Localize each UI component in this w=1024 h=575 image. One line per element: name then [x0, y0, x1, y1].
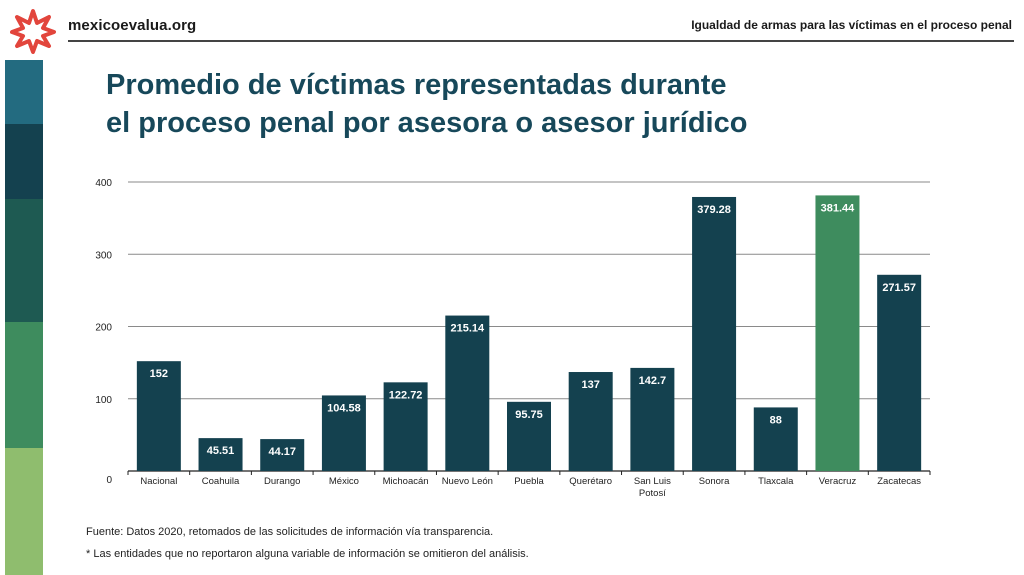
x-tick-label: Zacatecas — [877, 476, 921, 487]
x-tick-label: Nacional — [140, 476, 177, 487]
bar-value-label: 122.72 — [389, 389, 423, 401]
bar-value-label: 215.14 — [450, 323, 485, 335]
bar-value-label: 88 — [770, 414, 782, 426]
y-tick-label: 300 — [95, 250, 112, 261]
y-tick-label: 200 — [95, 323, 112, 334]
y-tick-label: 400 — [95, 178, 112, 189]
bar — [445, 315, 490, 471]
bar — [383, 382, 428, 471]
strip-block-5 — [5, 448, 43, 575]
x-tick-label: Veracruz — [819, 476, 857, 487]
bar — [753, 407, 798, 471]
strip-block-3 — [5, 199, 43, 322]
bar — [136, 361, 181, 471]
x-tick-label: México — [329, 476, 359, 487]
bar-value-label: 271.57 — [882, 282, 916, 294]
header-divider — [68, 40, 1014, 42]
asterisk-logo-icon — [10, 9, 56, 54]
bar-value-label: 95.75 — [515, 409, 543, 421]
bar-value-label: 44.17 — [268, 446, 296, 458]
strip-block-2 — [5, 124, 43, 199]
bar — [507, 401, 551, 471]
bar — [692, 196, 737, 471]
x-tick-label: Puebla — [514, 476, 544, 487]
strip-block-4 — [5, 322, 43, 448]
y-tick-label: 0 — [106, 475, 112, 486]
source-note: Fuente: Datos 2020, retomados de las sol… — [86, 526, 494, 538]
bar-value-label: 152 — [150, 368, 168, 380]
bar — [815, 195, 860, 471]
bar — [321, 395, 366, 471]
strip-block-1 — [5, 60, 43, 124]
x-tick-label: Durango — [264, 476, 300, 487]
bar — [198, 438, 243, 471]
x-tick-label: Michoacán — [383, 476, 429, 487]
bar-value-label: 104.58 — [327, 402, 361, 414]
bar-value-label: 142.7 — [639, 375, 667, 387]
color-strip — [5, 60, 43, 575]
brand-name[interactable]: mexicoevalua.org — [68, 17, 197, 34]
section-title: Igualdad de armas para las víctimas en e… — [691, 18, 1012, 32]
bar-value-label: 379.28 — [697, 204, 731, 216]
x-tick-label: Tlaxcala — [758, 476, 794, 487]
page-title-line-2: el proceso penal por asesora o asesor ju… — [106, 107, 748, 139]
footnote: * Las entidades que no reportaron alguna… — [86, 548, 529, 560]
bar — [630, 367, 675, 471]
bar — [877, 274, 922, 471]
page-title-line-1: Promedio de víctimas representadas duran… — [106, 69, 727, 101]
x-tick-label: Nuevo León — [442, 476, 493, 487]
x-tick-label: Querétaro — [569, 476, 612, 487]
bar-value-label: 45.51 — [207, 445, 235, 457]
bar-value-label: 381.44 — [821, 202, 856, 214]
x-tick-label: San Luis Potosí — [634, 476, 671, 499]
page-title: Promedio de víctimas representadas duran… — [106, 66, 926, 142]
bar-value-label: 137 — [582, 379, 600, 391]
bar-chart: 400 300 200 100 0 152 Nacional 45.51 Coahuila 44.… — [95, 178, 931, 499]
bar — [260, 439, 305, 471]
x-tick-label: Sonora — [699, 476, 730, 487]
y-tick-label: 100 — [95, 395, 112, 406]
bar — [568, 372, 613, 471]
x-tick-label: Coahuila — [202, 476, 240, 487]
